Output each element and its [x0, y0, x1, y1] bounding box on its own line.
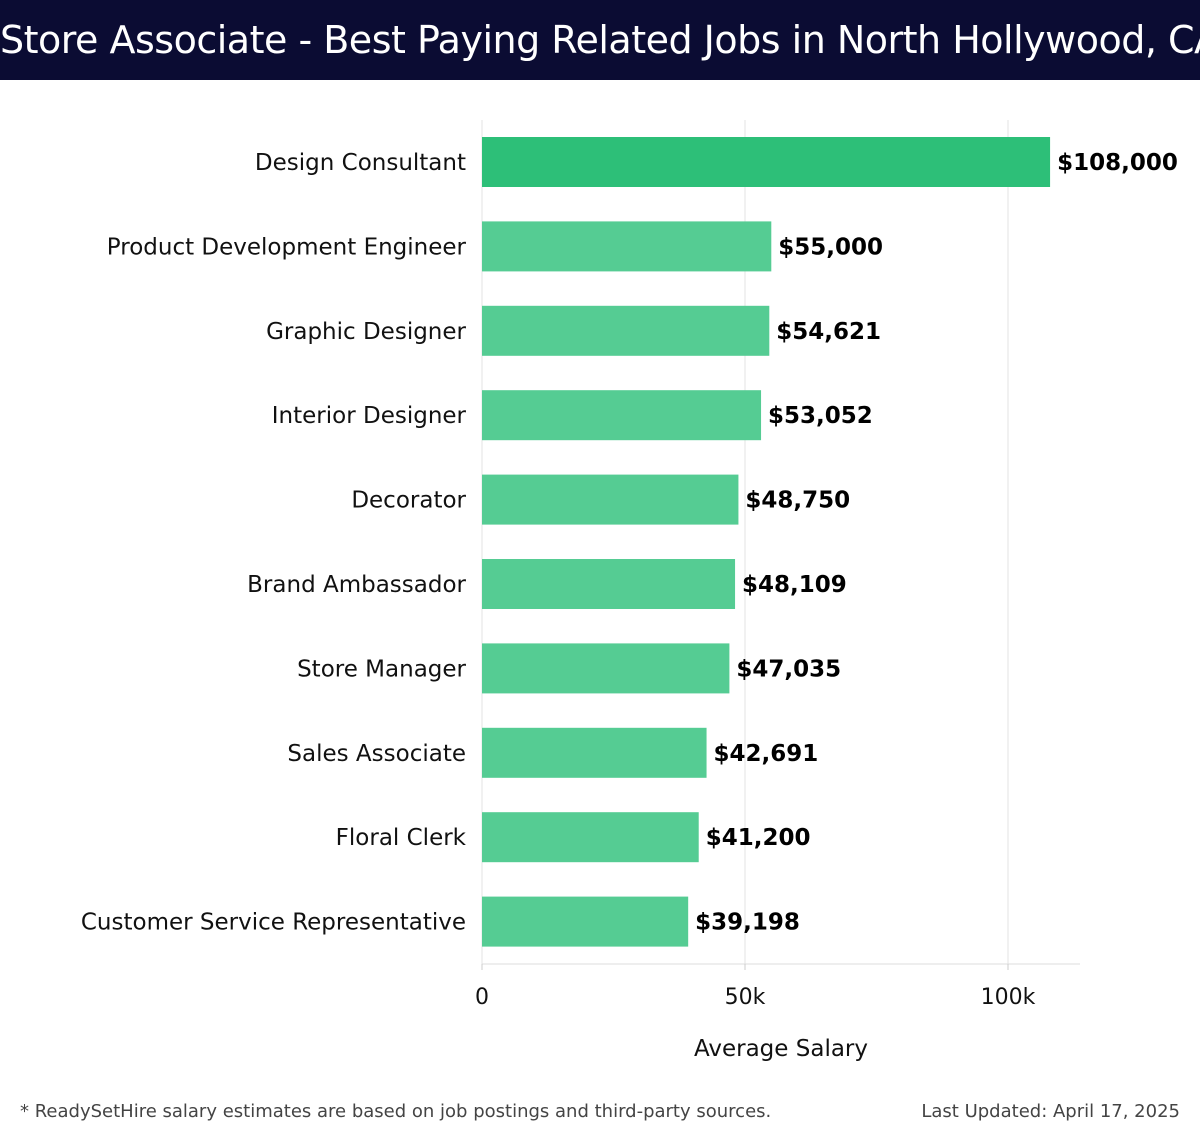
value-label: $108,000 [1057, 150, 1178, 176]
bar-chart: Design Consultant Product Development Eng… [81, 120, 1178, 1062]
value-label: $54,621 [776, 319, 881, 345]
category-label: Store Manager [297, 656, 466, 682]
chart-title: Store Associate - Best Paying Related Jo… [0, 0, 1200, 80]
bars [482, 137, 1051, 947]
category-label: Customer Service Representative [81, 910, 466, 936]
value-label: $55,000 [778, 234, 883, 260]
value-label: $41,200 [706, 825, 811, 851]
footnote: * ReadySetHire salary estimates are base… [20, 1101, 772, 1122]
x-tick-label: 50k [725, 985, 766, 1010]
value-label: $48,750 [745, 488, 850, 514]
bar [482, 474, 739, 525]
category-label: Decorator [351, 488, 466, 514]
bar [482, 559, 736, 609]
last-updated: Last Updated: April 17, 2025 [921, 1101, 1180, 1122]
bar [482, 137, 1051, 187]
x-axis: 0 50k 100k [475, 963, 1080, 1010]
category-label: Interior Designer [272, 403, 467, 429]
bar [482, 643, 730, 694]
x-axis-title: Average Salary [694, 1036, 868, 1062]
bar [482, 896, 689, 947]
bar [482, 305, 770, 356]
x-tick-label: 100k [981, 985, 1036, 1010]
bar [482, 727, 707, 778]
value-label: $42,691 [714, 741, 819, 767]
category-label: Sales Associate [287, 741, 466, 767]
value-label: $47,035 [736, 656, 841, 682]
bar [482, 221, 772, 272]
bar [482, 390, 762, 441]
category-label: Floral Clerk [336, 825, 467, 851]
category-labels: Design Consultant Product Development Eng… [81, 150, 467, 936]
value-labels: $108,000 $55,000 $54,621 $53,052 $48,750 $48,… [695, 150, 1178, 936]
category-label: Graphic Designer [266, 319, 466, 345]
value-label: $39,198 [695, 910, 800, 936]
x-tick-label: 0 [475, 985, 489, 1010]
category-label: Design Consultant [255, 150, 466, 176]
bar [482, 812, 699, 863]
value-label: $53,052 [768, 403, 873, 429]
category-label: Brand Ambassador [247, 572, 466, 598]
category-label: Product Development Engineer [107, 234, 467, 260]
value-label: $48,109 [742, 572, 847, 598]
